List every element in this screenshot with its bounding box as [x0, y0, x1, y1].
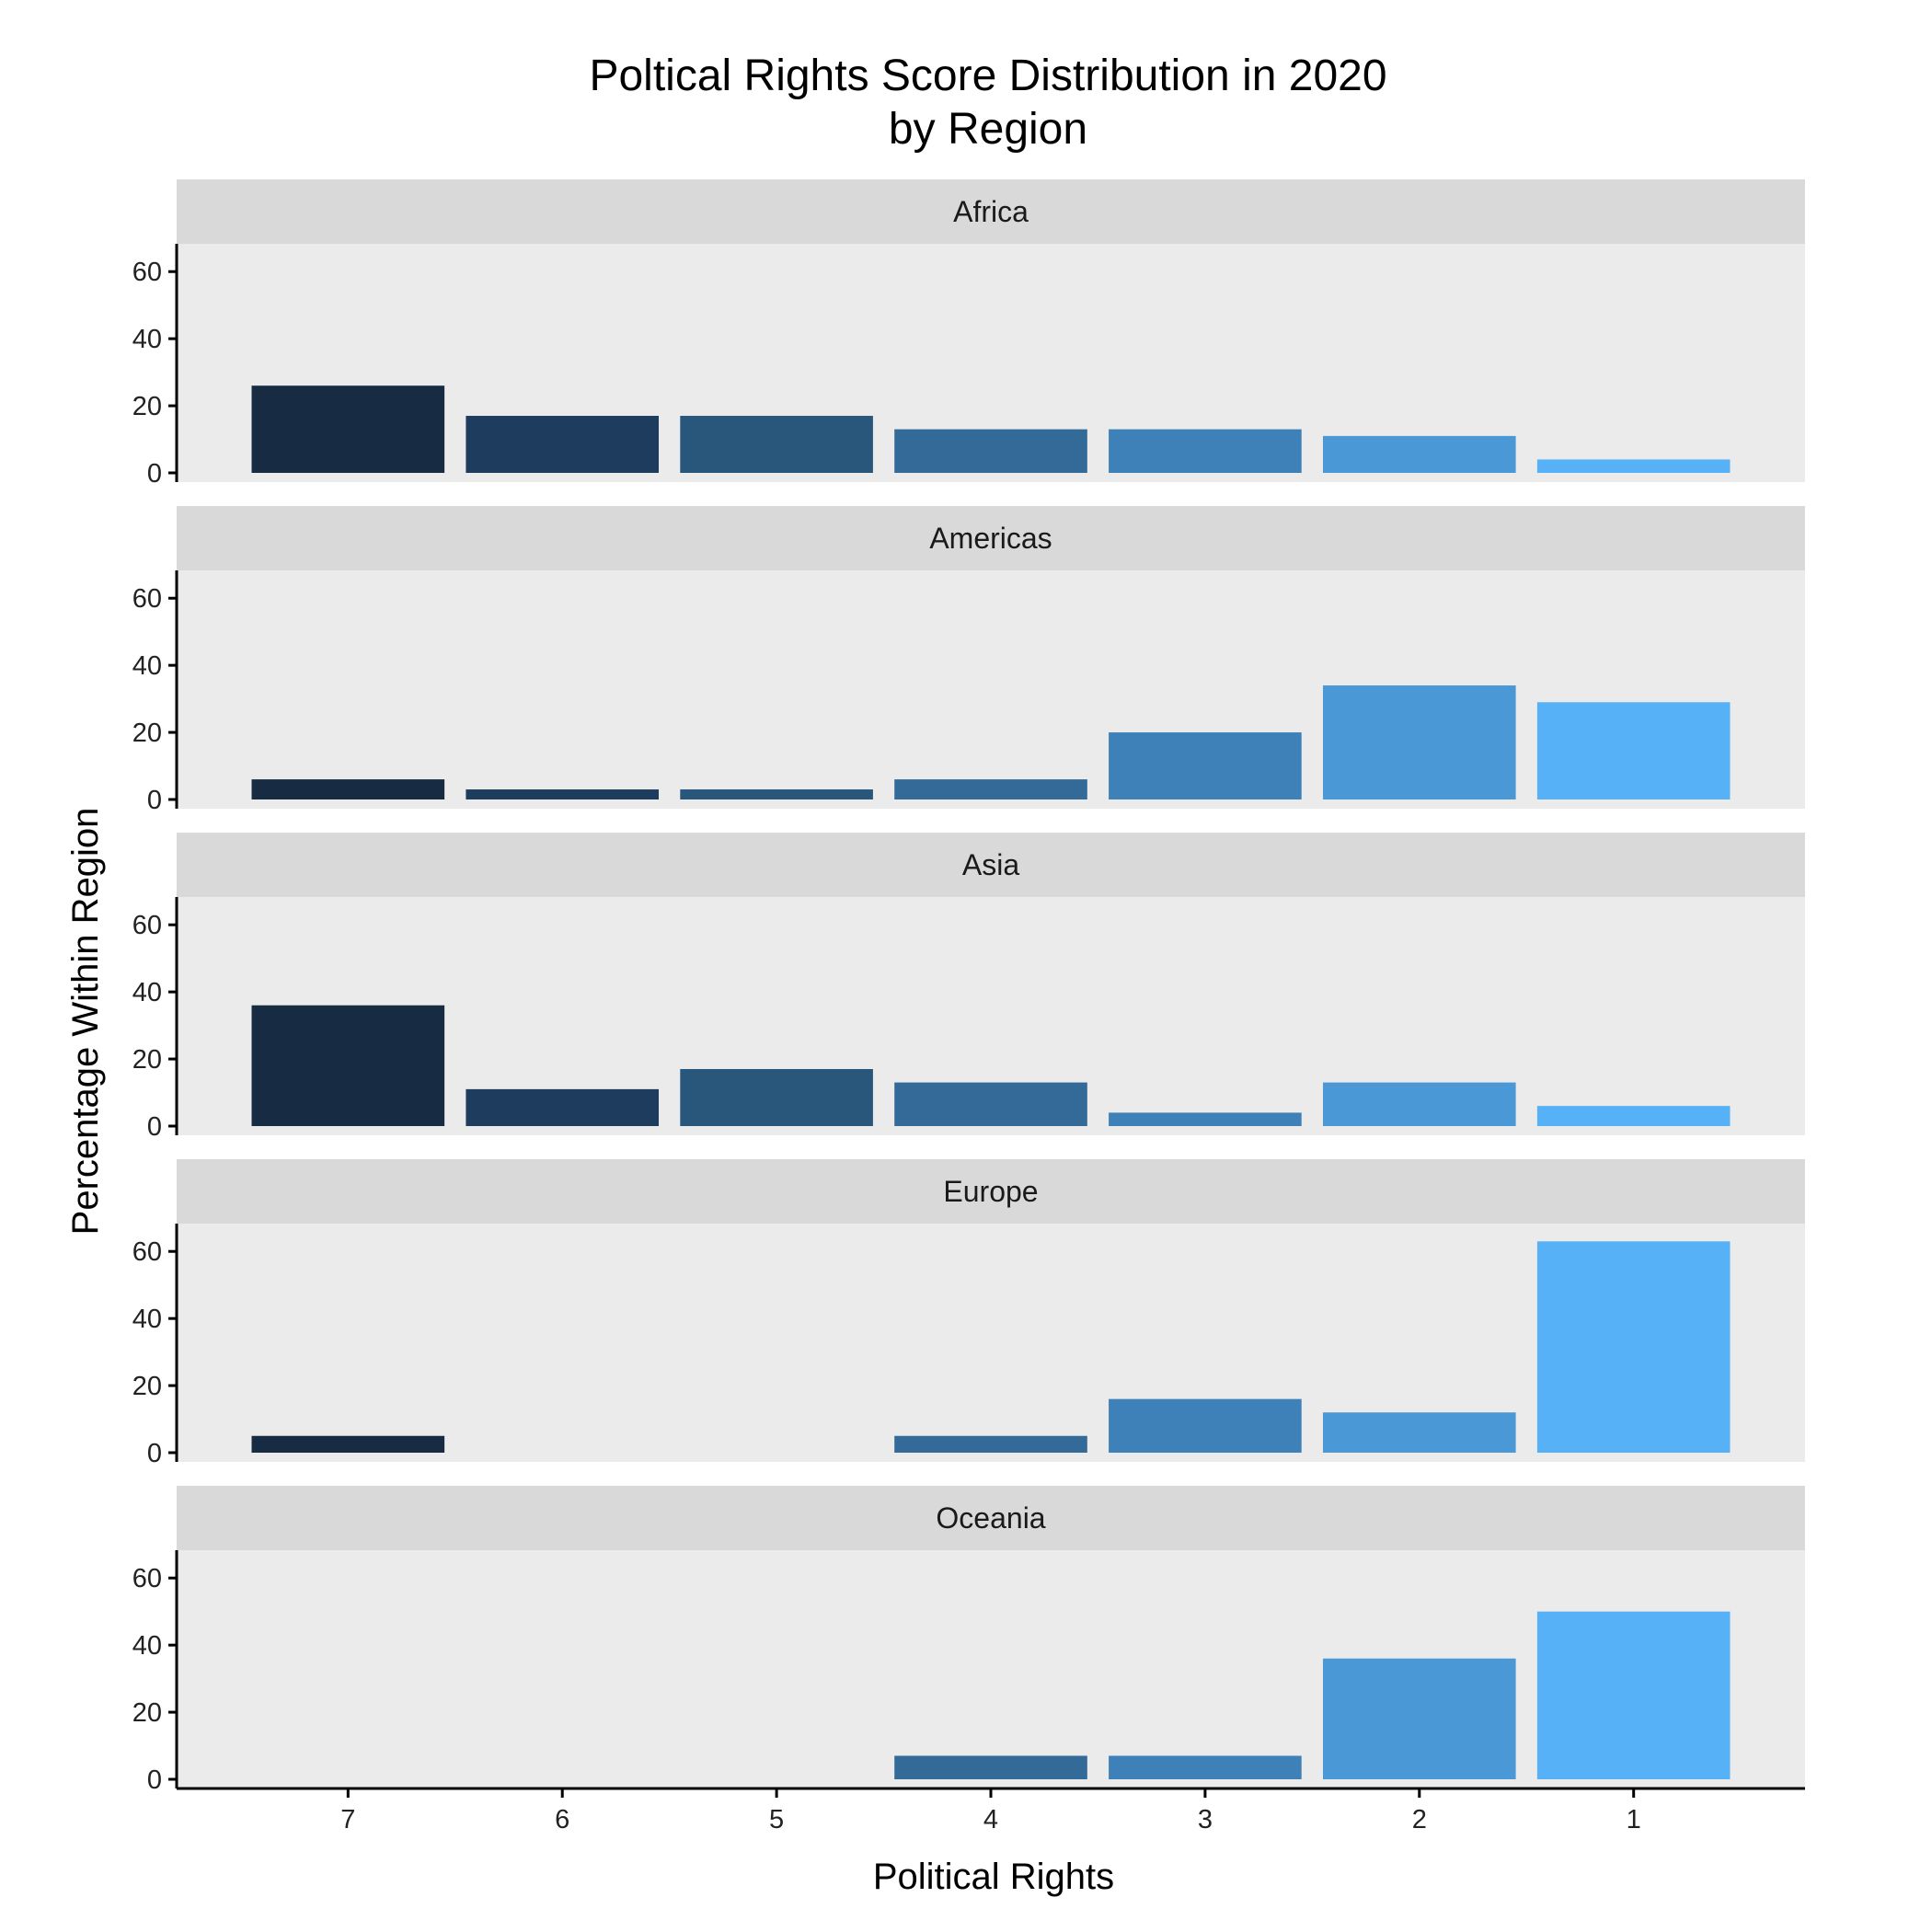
y-tick-label: 60	[132, 1237, 162, 1267]
panel-asia: Asia 0 20 40 60	[132, 833, 1805, 1142]
bar	[466, 789, 660, 799]
panel-europe: Europe 0 20 40 60	[132, 1159, 1805, 1468]
y-tick-label: 0	[147, 1765, 162, 1795]
strip-background	[177, 179, 1805, 244]
panel-americas: Americas 0 20 40 60	[132, 506, 1805, 815]
bar	[466, 416, 660, 473]
x-tick-label: 2	[1412, 1805, 1427, 1834]
bar	[894, 1755, 1087, 1779]
y-tick-label: 40	[132, 1631, 162, 1661]
bar	[1536, 1611, 1731, 1779]
x-axis-title: Political Rights	[873, 1857, 1114, 1897]
strip-background	[177, 1486, 1805, 1550]
chart-subtitle: by Region	[889, 105, 1087, 154]
y-tick-label: 0	[147, 459, 162, 489]
bar	[680, 1069, 873, 1126]
bar	[1536, 702, 1731, 799]
y-tick-label: 0	[147, 1439, 162, 1468]
x-tick-label: 3	[1198, 1805, 1213, 1834]
y-tick-label: 0	[147, 786, 162, 815]
panel-africa: Africa 0 20 40 60	[132, 179, 1805, 489]
bar	[1322, 1412, 1516, 1453]
y-tick-label: 40	[132, 325, 162, 354]
bar	[1109, 1398, 1302, 1453]
strip-label: Americas	[929, 522, 1052, 555]
y-tick-label: 40	[132, 978, 162, 1007]
y-axis-title: Percentage Within Region	[65, 808, 106, 1236]
bar	[894, 779, 1087, 799]
y-tick-label: 20	[132, 392, 162, 421]
bar	[680, 416, 873, 473]
y-tick-label: 0	[147, 1112, 162, 1142]
bar	[1536, 459, 1731, 473]
y-tick-label: 40	[132, 1305, 162, 1334]
y-tick-label: 20	[132, 1372, 162, 1401]
bar	[894, 429, 1087, 473]
panel-background	[177, 1224, 1805, 1462]
y-tick-label: 60	[132, 584, 162, 614]
bar	[1109, 1112, 1302, 1126]
x-tick-label: 4	[983, 1805, 998, 1834]
bar	[1109, 429, 1302, 473]
bar	[1322, 1082, 1516, 1126]
panel-background	[177, 1550, 1805, 1788]
y-tick-label: 40	[132, 651, 162, 681]
strip-label: Asia	[962, 848, 1019, 881]
x-tick-label: 5	[769, 1805, 784, 1834]
bar	[1322, 435, 1516, 473]
strip-background	[177, 1159, 1805, 1224]
bar	[251, 385, 445, 473]
strip-label: Africa	[953, 195, 1029, 228]
bar	[466, 1088, 660, 1126]
bar	[894, 1082, 1087, 1126]
y-tick-label: 20	[132, 1045, 162, 1075]
bar	[251, 1005, 445, 1126]
y-tick-label: 20	[132, 1698, 162, 1728]
panel-oceania: Oceania 0 20 40 60	[132, 1486, 1805, 1795]
strip-label: Oceania	[936, 1501, 1045, 1535]
bar	[1109, 732, 1302, 799]
y-tick-label: 60	[132, 911, 162, 940]
bar	[894, 1435, 1087, 1453]
bar	[1322, 685, 1516, 799]
strip-label: Europe	[943, 1175, 1038, 1208]
y-tick-label: 20	[132, 719, 162, 748]
bar	[1536, 1106, 1731, 1126]
facet-panels: Africa0204060Americas0204060Asia0204060E…	[132, 179, 1805, 1795]
bar	[1322, 1658, 1516, 1779]
bar	[1109, 1755, 1302, 1779]
x-tick-label: 6	[555, 1805, 569, 1834]
y-tick-label: 60	[132, 258, 162, 287]
bar	[251, 779, 445, 799]
bar	[680, 789, 873, 799]
bar	[251, 1435, 445, 1453]
x-tick-label: 7	[340, 1805, 355, 1834]
strip-background	[177, 506, 1805, 570]
chart-title: Poltical Rights Score Distribution in 20…	[589, 52, 1386, 100]
strip-background	[177, 833, 1805, 897]
y-tick-label: 60	[132, 1564, 162, 1593]
bar	[1536, 1241, 1731, 1453]
x-tick-label: 1	[1627, 1805, 1641, 1834]
panel-background	[177, 570, 1805, 809]
x-axis: 7 6 5 4 3 2 1	[177, 1787, 1805, 1834]
